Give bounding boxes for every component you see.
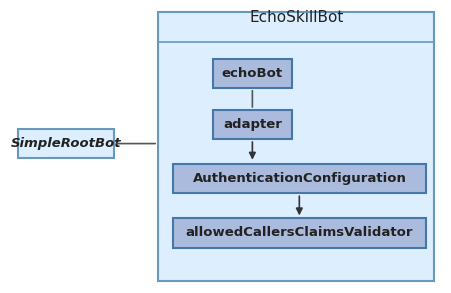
FancyBboxPatch shape — [212, 59, 291, 88]
Text: allowedCallersClaimsValidator: allowedCallersClaimsValidator — [185, 226, 412, 239]
Text: echoBot: echoBot — [221, 67, 282, 80]
FancyBboxPatch shape — [18, 129, 114, 158]
FancyBboxPatch shape — [158, 12, 433, 281]
Text: SimpleRootBot: SimpleRootBot — [10, 137, 121, 150]
FancyBboxPatch shape — [173, 218, 425, 248]
Text: adapter: adapter — [222, 118, 281, 131]
Text: EchoSkillBot: EchoSkillBot — [249, 10, 343, 25]
FancyBboxPatch shape — [212, 110, 291, 139]
Text: AuthenticationConfiguration: AuthenticationConfiguration — [192, 172, 405, 185]
FancyBboxPatch shape — [173, 164, 425, 193]
